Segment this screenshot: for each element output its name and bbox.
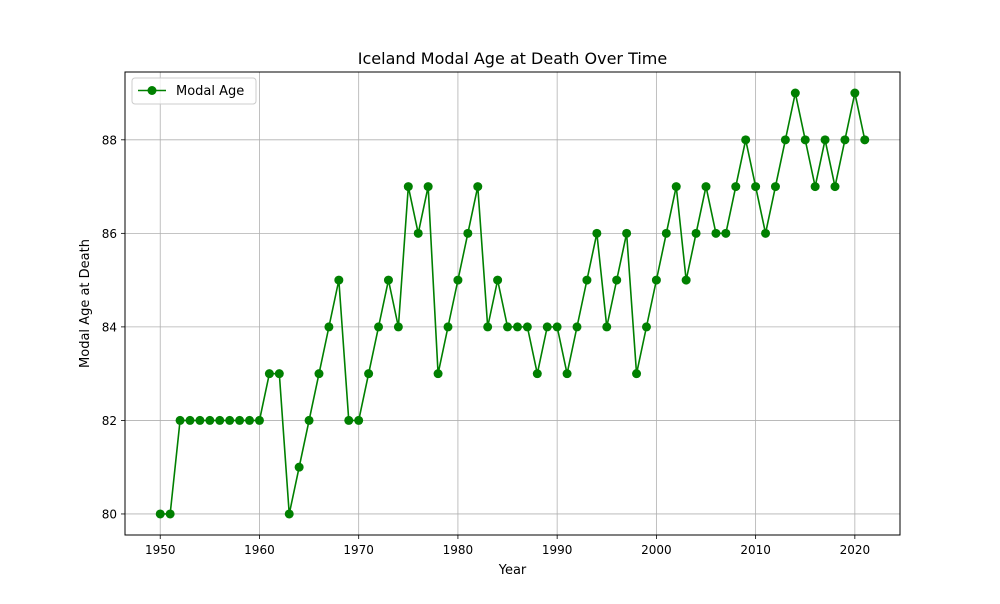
data-point: [443, 322, 453, 332]
data-point: [165, 509, 175, 519]
grid-lines: [125, 72, 900, 535]
series-line: [160, 92, 866, 515]
data-point: [245, 415, 255, 425]
data-point: [185, 415, 195, 425]
data-point: [512, 322, 522, 332]
data-point: [264, 369, 274, 379]
data-point: [562, 369, 572, 379]
data-point: [314, 369, 324, 379]
data-point: [572, 322, 582, 332]
data-point: [602, 322, 612, 332]
data-point: [532, 369, 542, 379]
y-tick-label: 80: [102, 507, 117, 521]
data-point: [344, 415, 354, 425]
legend-box: [131, 77, 257, 105]
data-point: [790, 88, 800, 98]
legend-marker-icon: [147, 86, 157, 95]
data-point: [701, 182, 711, 192]
data-point: [413, 228, 423, 238]
data-point: [622, 228, 632, 238]
data-point: [383, 275, 393, 285]
data-point: [155, 509, 165, 519]
data-point: [254, 415, 264, 425]
y-tick-label: 86: [102, 227, 117, 241]
axis-ticks: 1950 1960 1970 1980 1990 2000 2010 2020 80 82 84 86…: [102, 133, 870, 557]
data-point: [205, 415, 215, 425]
series-layer: [155, 88, 870, 519]
data-point: [284, 509, 294, 519]
data-point: [473, 182, 483, 192]
data-point: [552, 322, 562, 332]
data-point: [661, 228, 671, 238]
data-point: [433, 369, 443, 379]
x-tick-label: 1980: [443, 543, 474, 557]
data-point: [681, 275, 691, 285]
data-point: [641, 322, 651, 332]
data-point: [751, 182, 761, 192]
x-tick-label: 1970: [343, 543, 374, 557]
data-point: [393, 322, 403, 332]
data-point: [810, 182, 820, 192]
data-point: [334, 275, 344, 285]
x-tick-label: 2010: [740, 543, 771, 557]
chart-title: Iceland Modal Age at Death Over Time: [358, 49, 667, 68]
data-point: [850, 88, 860, 98]
data-point: [522, 322, 532, 332]
data-point: [374, 322, 384, 332]
data-point: [741, 135, 751, 145]
data-point: [403, 182, 413, 192]
data-point: [860, 135, 870, 145]
data-point: [840, 135, 850, 145]
data-point: [483, 322, 493, 332]
y-tick-label: 84: [102, 320, 117, 334]
x-tick-label: 2020: [840, 543, 871, 557]
data-point: [820, 135, 830, 145]
x-axis-label: Year: [498, 563, 527, 578]
data-point: [354, 415, 364, 425]
data-point: [542, 322, 552, 332]
data-point: [195, 415, 205, 425]
data-point: [364, 369, 374, 379]
legend: Modal Age: [131, 77, 257, 105]
data-point: [175, 415, 185, 425]
data-point: [770, 182, 780, 192]
y-tick-label: 82: [102, 414, 117, 428]
data-point: [304, 415, 314, 425]
x-tick-label: 1960: [244, 543, 275, 557]
data-point: [731, 182, 741, 192]
data-point: [691, 228, 701, 238]
data-point: [274, 369, 284, 379]
y-axis-label: Modal Age at Death: [78, 239, 93, 368]
x-tick-label: 1950: [145, 543, 176, 557]
x-tick-label: 1990: [542, 543, 573, 557]
data-point: [493, 275, 503, 285]
data-point: [721, 228, 731, 238]
data-point: [235, 415, 245, 425]
data-point: [711, 228, 721, 238]
data-point: [503, 322, 513, 332]
data-point: [592, 228, 602, 238]
data-point: [761, 228, 771, 238]
y-tick-label: 88: [102, 133, 117, 147]
data-point: [582, 275, 592, 285]
data-point: [423, 182, 433, 192]
data-point: [215, 415, 225, 425]
data-point: [324, 322, 334, 332]
data-point: [671, 182, 681, 192]
data-point: [453, 275, 463, 285]
legend-label: Modal Age: [176, 84, 244, 99]
data-point: [463, 228, 473, 238]
data-point: [800, 135, 810, 145]
data-point: [294, 462, 304, 472]
data-point: [830, 182, 840, 192]
data-point: [612, 275, 622, 285]
data-point: [651, 275, 661, 285]
plot-area-frame: [124, 71, 901, 536]
data-point: [225, 415, 235, 425]
data-point: [780, 135, 790, 145]
data-point: [632, 369, 642, 379]
x-tick-label: 2000: [641, 543, 672, 557]
